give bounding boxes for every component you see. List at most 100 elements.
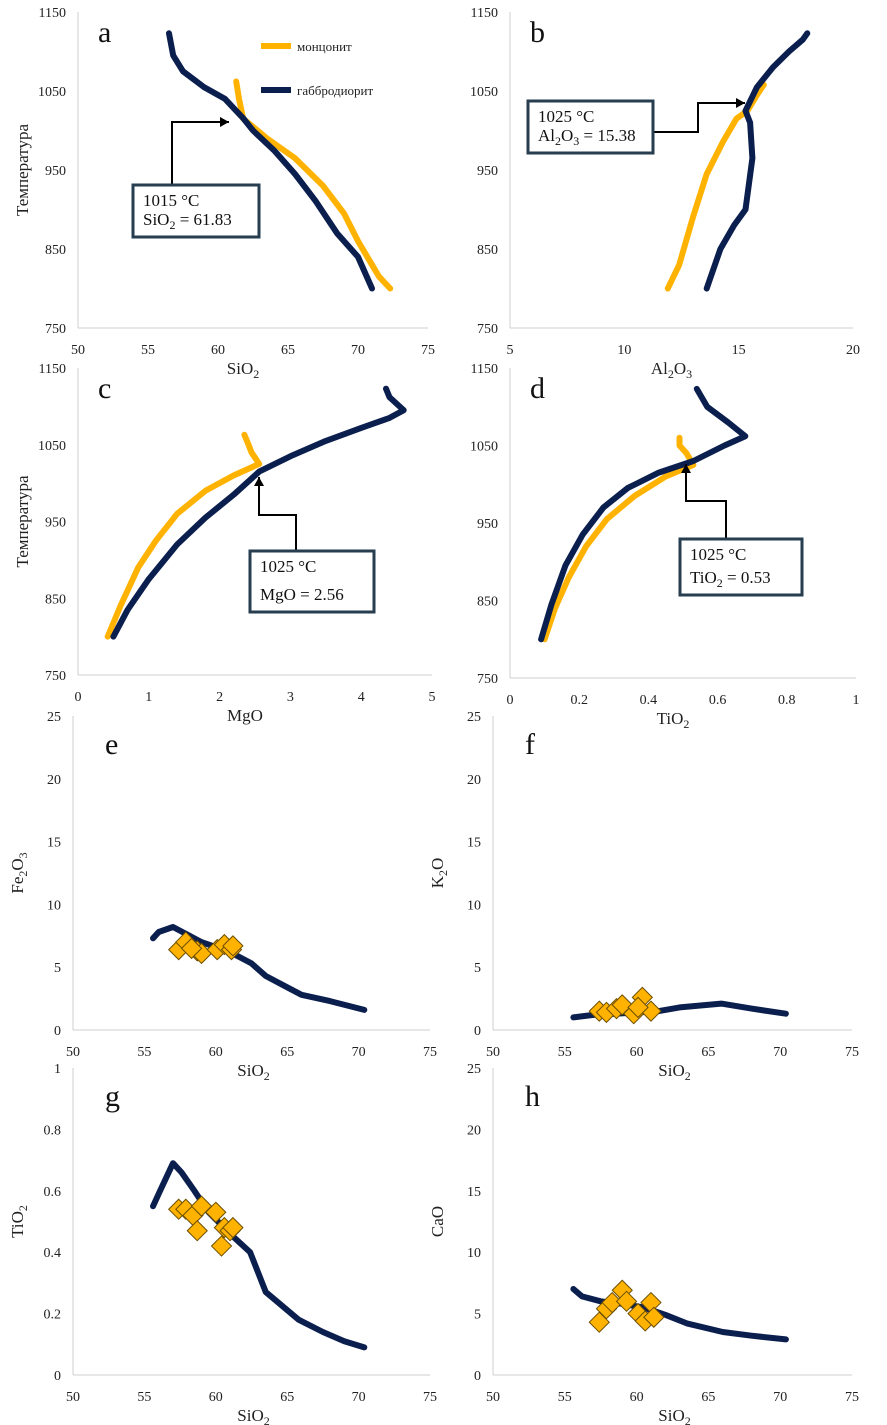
annotation-arrow bbox=[653, 102, 745, 133]
x-tick-label: 10 bbox=[617, 343, 631, 358]
annotation-value: MgO = 2.56 bbox=[260, 585, 344, 604]
y-tick-label: 0 bbox=[474, 1369, 481, 1384]
x-tick-label: 60 bbox=[630, 1045, 644, 1060]
series-line-monzonite bbox=[104, 431, 263, 640]
panel-b: 750 850 950 1050 1150 5 10 15 20 Al2O3 b 1025 °CAl2… bbox=[470, 6, 860, 381]
annotation-temperature: 1025 °C bbox=[538, 107, 594, 126]
y-tick-label: 20 bbox=[467, 1123, 481, 1138]
y-tick-label: 850 bbox=[45, 592, 66, 607]
panel-h: 0 5 10 15 20 25 50 55 60 65 70 75 SiO2 CaO h bbox=[428, 1062, 859, 1425]
y-tick-label: 1150 bbox=[471, 6, 498, 21]
data-point-monzonite bbox=[627, 996, 649, 1019]
annotation-box bbox=[248, 549, 376, 614]
y-tick-label: 950 bbox=[45, 516, 66, 531]
y-tick-label: 1050 bbox=[38, 85, 66, 100]
y-tick-label: 15 bbox=[467, 836, 481, 851]
y-tick-label: 950 bbox=[477, 164, 498, 179]
y-tick-label: 750 bbox=[477, 672, 498, 687]
annotation-temperature: 1025 °C bbox=[690, 545, 746, 564]
x-tick-label: 50 bbox=[486, 1390, 500, 1405]
x-tick-label: 75 bbox=[845, 1045, 859, 1060]
y-tick-label: 0.4 bbox=[44, 1246, 62, 1261]
data-point-monzonite bbox=[180, 937, 203, 960]
y-tick-label: 1 bbox=[54, 1062, 61, 1077]
series-line-gabbrodiorite bbox=[703, 30, 811, 292]
x-tick-label: 50 bbox=[486, 1045, 500, 1060]
annotation-temperature: 1015 °C bbox=[143, 191, 199, 210]
annotation-box bbox=[131, 183, 261, 239]
y-tick-label: 0 bbox=[54, 1369, 61, 1384]
x-tick-label: 75 bbox=[423, 1045, 437, 1060]
x-tick-label: 20 bbox=[846, 343, 860, 358]
y-axis-label: Температура bbox=[13, 475, 32, 567]
annotation-arrow bbox=[258, 477, 297, 551]
annotation-value: SiO2 = 61.83 bbox=[143, 210, 232, 232]
y-tick-label: 850 bbox=[45, 243, 66, 258]
panel-letter: a bbox=[98, 16, 111, 49]
panel-g: 0 0.2 0.4 0.6 0.8 1 50 55 60 65 70 75 SiO2 TiO2 g bbox=[8, 1062, 437, 1425]
y-tick-label: 15 bbox=[467, 1185, 481, 1200]
x-tick-label: 65 bbox=[280, 1045, 294, 1060]
y-tick-label: 750 bbox=[477, 322, 498, 337]
y-tick-label: 10 bbox=[47, 898, 61, 913]
panel-letter: h bbox=[525, 1080, 540, 1113]
y-axis-label: K2O bbox=[428, 858, 450, 889]
x-tick-label: 5 bbox=[429, 690, 436, 705]
series-line-gabbrodiorite bbox=[166, 30, 375, 292]
panel-letter: c bbox=[98, 372, 111, 405]
y-tick-label: 10 bbox=[467, 1246, 481, 1261]
x-tick-label: 55 bbox=[558, 1045, 572, 1060]
data-point-monzonite bbox=[222, 935, 244, 957]
y-tick-label: 0 bbox=[474, 1024, 481, 1039]
y-tick-label: 1150 bbox=[39, 6, 66, 21]
x-tick-label: 55 bbox=[137, 1045, 151, 1060]
x-tick-label: 2 bbox=[216, 690, 223, 705]
x-tick-label: 50 bbox=[66, 1390, 80, 1405]
y-tick-label: 5 bbox=[54, 961, 61, 976]
panel-letter: f bbox=[525, 728, 535, 761]
panel-c: 750 850 950 1050 1150 0 1 2 3 4 5 MgO Температура c 10… bbox=[13, 362, 436, 725]
x-tick-label: 0.2 bbox=[570, 693, 588, 708]
y-tick-label: 25 bbox=[467, 1062, 481, 1077]
x-tick-label: 4 bbox=[358, 690, 365, 705]
x-tick-label: 0.6 bbox=[709, 693, 727, 708]
x-axis-label: TiO2 bbox=[657, 709, 690, 731]
annotation-temperature: 1025 °C bbox=[260, 557, 316, 576]
x-axis-label: SiO2 bbox=[237, 1061, 269, 1083]
x-tick-label: 50 bbox=[71, 343, 85, 358]
panel-letter: d bbox=[530, 372, 545, 405]
y-tick-label: 25 bbox=[467, 710, 481, 725]
panel-a: 750 850 950 1050 1150 50 55 60 65 70 75 SiO2 Темпера… bbox=[13, 6, 435, 381]
series-line-monzonite bbox=[541, 434, 697, 643]
x-tick-label: 70 bbox=[352, 1045, 366, 1060]
data-point-monzonite bbox=[186, 1220, 208, 1242]
x-tick-label: 55 bbox=[558, 1390, 572, 1405]
x-tick-label: 75 bbox=[421, 343, 435, 358]
x-axis-label: SiO2 bbox=[237, 1406, 269, 1425]
x-tick-label: 70 bbox=[773, 1390, 787, 1405]
x-tick-label: 70 bbox=[351, 343, 365, 358]
annotation-value: TiO2 = 0.53 bbox=[690, 568, 771, 590]
y-tick-label: 1050 bbox=[470, 440, 498, 455]
annotation-arrowhead bbox=[254, 477, 264, 486]
y-tick-label: 1150 bbox=[471, 362, 498, 377]
y-tick-label: 0.6 bbox=[44, 1185, 62, 1200]
x-tick-label: 0.8 bbox=[778, 693, 796, 708]
y-tick-label: 20 bbox=[467, 773, 481, 788]
y-tick-label: 20 bbox=[47, 773, 61, 788]
panel-d: 750 850 950 1050 1150 0 0.2 0.4 0.6 0.8 1 TiO2 d 1025… bbox=[470, 362, 860, 731]
series-line-gabbrodiorite bbox=[150, 1160, 368, 1351]
x-tick-label: 65 bbox=[701, 1045, 715, 1060]
y-tick-label: 0.2 bbox=[44, 1308, 62, 1323]
x-tick-label: 0 bbox=[507, 693, 514, 708]
y-axis-label: Температура bbox=[13, 124, 32, 216]
data-point-monzonite bbox=[210, 1235, 233, 1257]
y-tick-label: 1050 bbox=[38, 439, 66, 454]
y-tick-label: 950 bbox=[45, 164, 66, 179]
x-tick-label: 55 bbox=[141, 343, 155, 358]
x-axis-label: MgO bbox=[227, 706, 263, 725]
x-tick-label: 60 bbox=[209, 1045, 223, 1060]
data-point-monzonite bbox=[643, 1306, 665, 1328]
x-tick-label: 75 bbox=[423, 1390, 437, 1405]
